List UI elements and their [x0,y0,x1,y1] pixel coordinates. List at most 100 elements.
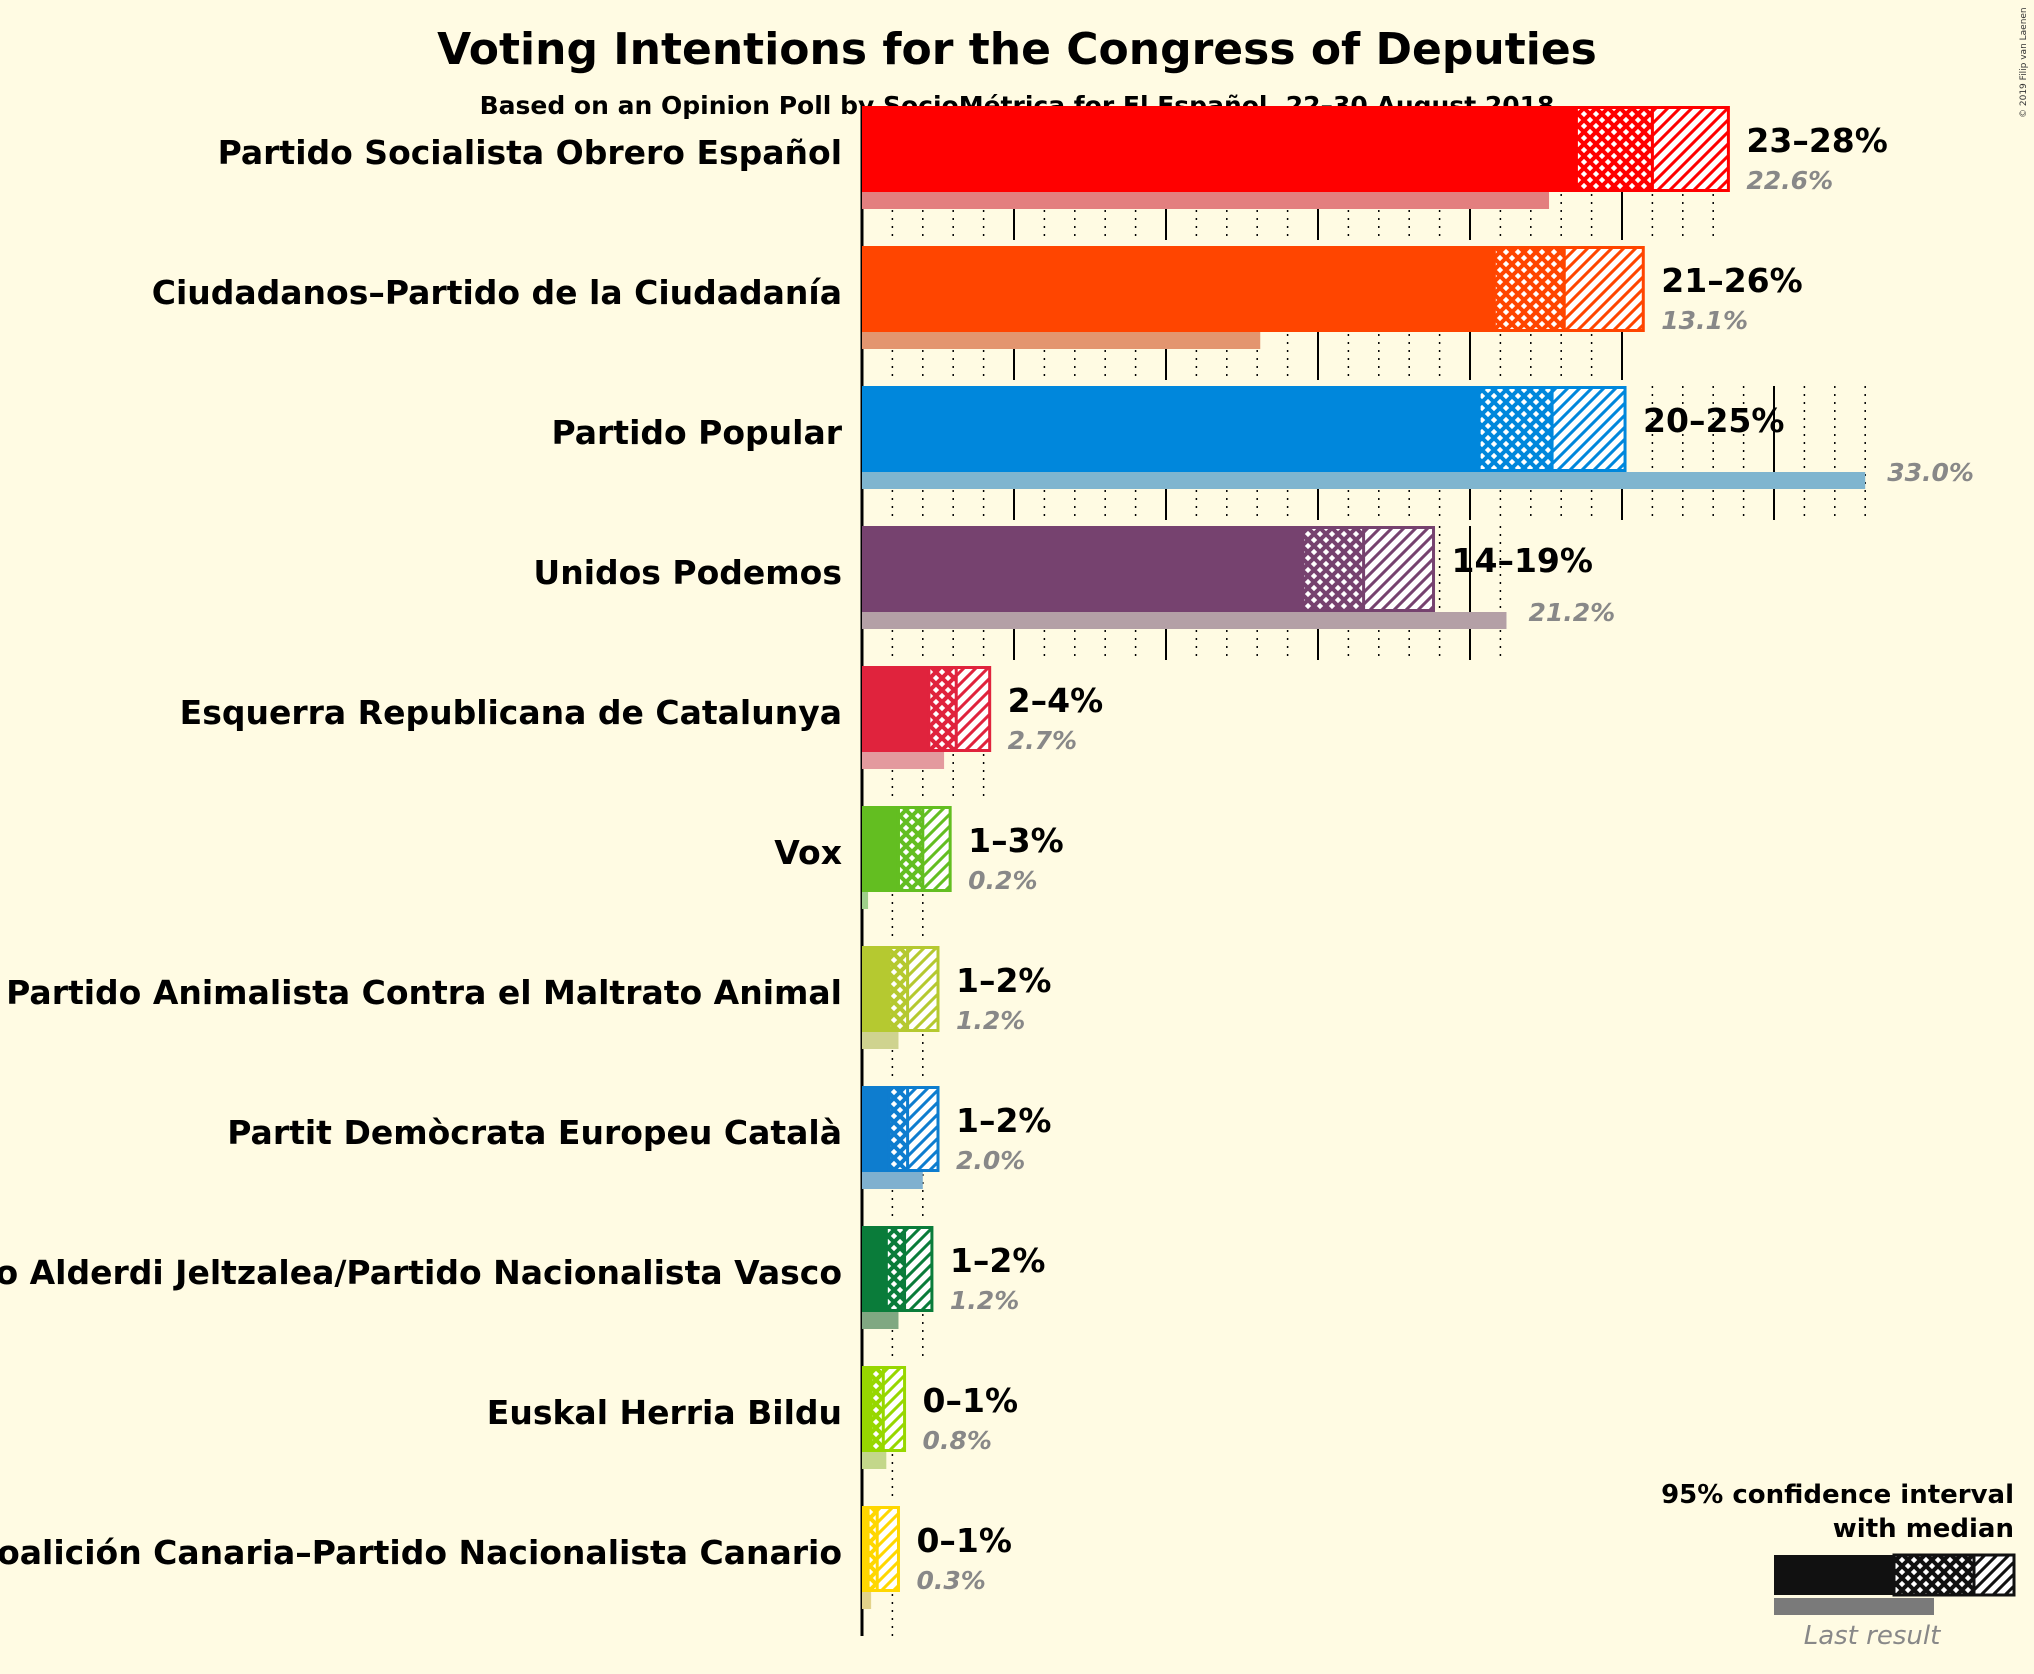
party-row: Ciudadanos–Partido de la Ciudadanía 21–26… [152,246,1803,380]
range-label: 23–28% [1746,121,1887,160]
last-result-bar [862,1032,899,1049]
ci-lower-hatch [898,806,923,892]
party-row: Euskal Herria Bildu 0–1% 0.8% [487,1366,1018,1500]
ci-solid-bar [862,1506,869,1592]
party-label: Ciudadanos–Partido de la Ciudadanía [152,273,842,312]
legend: 95% confidence interval with median Last… [1661,1480,2016,1651]
ci-upper-hatch [922,806,951,892]
ci-lower-hatch [1576,106,1653,192]
party-label: Unidos Podemos [533,553,842,592]
range-label: 1–2% [950,1241,1045,1280]
last-result-bar [862,892,869,909]
range-label: 1–2% [956,961,1052,1000]
legend-ci-crosshatch [1892,1553,1976,1597]
ci-upper-hatch [1552,386,1626,472]
last-result-bar [862,1592,872,1609]
ci-solid-bar [862,1086,890,1172]
ci-solid-bar [862,106,1577,192]
party-row: Coalición Canaria–Partido Nacionalista C… [0,1506,1012,1640]
last-result-label: 13.1% [1661,306,1748,335]
last-result-bar [862,1452,887,1469]
ci-solid-bar [862,1226,887,1312]
party-label: Esquerra Republicana de Catalunya [180,693,842,732]
party-label: Euskal Herria Bildu [487,1393,842,1432]
last-result-label: 2.7% [1008,726,1077,755]
ci-lower-hatch [886,1226,905,1312]
range-label: 14–19% [1452,541,1593,580]
range-label: 0–1% [916,1521,1012,1560]
legend-last-result-label: Last result [1804,1621,1941,1651]
plot-area: Partido Socialista Obrero Español 23–28% 2… [0,106,1974,1640]
range-label: 20–25% [1643,401,1784,440]
range-label: 0–1% [923,1381,1019,1420]
party-row: Unidos Podemos 14–19% 21.2% [533,526,1615,660]
ci-lower-hatch [1479,386,1553,472]
ci-upper-hatch [907,1086,938,1172]
range-label: 21–26% [1661,261,1802,300]
last-result-bar [862,192,1550,209]
legend-ci-line1: 95% confidence interval [1661,1480,2014,1510]
legend-last-result-bar [1774,1598,1934,1615]
ci-solid-bar [862,386,1480,472]
ci-lower-hatch [871,1366,884,1452]
last-result-label: 21.2% [1528,598,1615,627]
ci-upper-hatch [1363,526,1434,612]
ci-outline [927,666,992,752]
legend-ci-line2: with median [1833,1514,2014,1544]
ci-solid-bar [862,246,1495,332]
ci-solid-bar [862,666,929,752]
chart-title: Voting Intentions for the Congress of De… [437,24,1597,75]
last-result-bar [862,1172,923,1189]
last-result-label: 0.3% [916,1566,985,1595]
range-label: 1–3% [968,821,1063,860]
ci-solid-bar [862,1366,872,1452]
party-label: Coalición Canaria–Partido Nacionalista C… [0,1533,842,1572]
ci-upper-hatch [904,1226,932,1312]
last-result-label: 1.2% [956,1006,1025,1035]
ci-upper-hatch [907,946,938,1032]
last-result-bar [862,612,1507,629]
ci-solid-bar [862,526,1303,612]
ci-outline [887,946,940,1032]
last-result-bar [862,332,1261,349]
last-result-label: 2.0% [956,1146,1025,1175]
ci-lower-hatch [889,946,908,1032]
ci-outline [1301,526,1436,612]
last-result-label: 0.8% [923,1426,992,1455]
ci-lower-hatch [868,1506,878,1592]
party-label: Vox [774,833,842,872]
legend-ci-hatch [1972,1553,2016,1597]
ci-lower-hatch [1494,246,1565,332]
party-row: Partido Socialista Obrero Español 23–28% 2… [218,106,1888,240]
ci-lower-hatch [928,666,957,752]
ci-upper-hatch [1564,246,1644,332]
party-row: Partit Demòcrata Europeu Català 1–2% 2.0% [227,1086,1052,1220]
ci-outline [884,1226,934,1312]
copyright-notice: © 2019 Filip van Laenen [2019,7,2029,118]
legend-ci-solid [1774,1555,1894,1595]
range-label: 2–4% [1008,681,1103,720]
ci-lower-hatch [889,1086,908,1172]
party-label: Partido Animalista Contra el Maltrato An… [6,973,842,1012]
last-result-bar [862,752,945,769]
last-result-label: 33.0% [1887,458,1974,487]
ci-upper-hatch [877,1506,899,1592]
last-result-label: 1.2% [950,1286,1019,1315]
party-label: Partido Socialista Obrero Español [218,133,842,172]
last-result-bar [862,1312,899,1329]
ci-lower-hatch [1302,526,1364,612]
party-row: Esquerra Republicana de Catalunya 2–4% 2.7… [180,666,1103,800]
party-label: Partit Demòcrata Europeu Català [227,1113,842,1152]
ci-solid-bar [862,806,899,892]
last-result-label: 0.2% [968,866,1037,895]
last-result-bar [862,472,1866,489]
party-label: Euzko Alderdi Jeltzalea/Partido Nacional… [0,1253,842,1292]
ci-upper-hatch [1652,106,1729,192]
ci-outline [1492,246,1645,332]
party-label: Partido Popular [551,413,842,452]
party-row: Vox 1–3% 0.2% [774,806,1064,940]
party-row: Euzko Alderdi Jeltzalea/Partido Nacional… [0,1226,1045,1360]
last-result-label: 22.6% [1746,166,1833,195]
